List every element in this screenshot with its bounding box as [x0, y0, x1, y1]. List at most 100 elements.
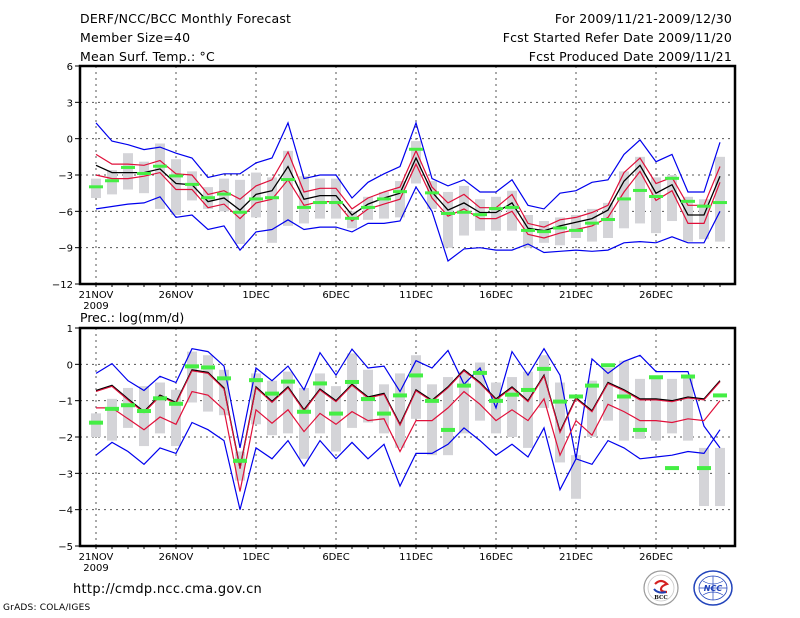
chart2-marker [233, 458, 247, 463]
chart1-marker [473, 213, 487, 217]
chart2-y-tick-label: −2 [58, 433, 73, 444]
chart2-x-tick-label: 21NOV [79, 552, 114, 563]
chart1-y-tick-label: −9 [58, 244, 73, 255]
chart1-y-tick-label: −6 [58, 207, 73, 218]
chart1-marker [601, 218, 615, 222]
chart2-range-box [667, 378, 677, 434]
chart1-marker [233, 210, 247, 214]
chart1-range-box [379, 191, 389, 219]
chart2-range-box [571, 455, 581, 499]
chart2-max-line [95, 347, 721, 459]
chart2-year-label: 2009 [83, 563, 108, 574]
chart1-marker [265, 196, 279, 200]
chart1-marker [153, 164, 167, 168]
chart1-x-tick-label: 6DEC [322, 290, 349, 301]
chart1-range-box [91, 178, 101, 199]
chart2-range-box [475, 362, 485, 421]
chart2-marker [585, 383, 599, 388]
chart1-marker [569, 228, 583, 232]
chart2-min-line [95, 421, 721, 510]
chart2-marker [217, 376, 231, 381]
chart1-marker [185, 182, 199, 186]
grads-credit: GrADS: COLA/IGES [3, 603, 91, 613]
chart1-marker [121, 165, 135, 169]
chart2-marker [137, 409, 151, 414]
chart2-marker [361, 397, 375, 402]
chart2-range-box [139, 386, 149, 447]
chart1-range-box [715, 156, 725, 242]
chart1-y-tick-label: 0 [67, 135, 73, 146]
chart1-marker [281, 178, 295, 182]
chart1-range-box [459, 185, 469, 236]
chart1-range-box [171, 159, 181, 215]
chart1-y-tick-label: −3 [58, 171, 73, 182]
chart1-range-box [699, 199, 709, 240]
chart1-marker [537, 230, 551, 234]
chart1-marker [649, 195, 663, 198]
chart1-range-box [683, 196, 693, 242]
chart1-marker [713, 201, 727, 205]
chart2-range-box [539, 355, 549, 408]
chart1-marker [617, 197, 631, 201]
chart2-marker [377, 411, 391, 416]
chart2-range-box [555, 382, 565, 463]
chart2-marker [473, 370, 487, 375]
chart2-range-box [283, 371, 293, 434]
chart1-max-line [95, 120, 721, 210]
variable-label: Mean Surf. Temp.: °C [80, 49, 215, 64]
chart2-marker [697, 466, 711, 471]
chart2-marker [713, 393, 727, 398]
chart2-marker [329, 411, 343, 416]
source-url[interactable]: http://cmdp.ncc.cma.gov.cn [73, 582, 263, 597]
chart2-marker [89, 420, 103, 425]
chart1-range-box [411, 141, 421, 184]
chart1-range-box [107, 170, 117, 195]
chart1-x-tick-label: 26NOV [159, 290, 194, 301]
chart1-marker [297, 205, 311, 209]
chart2-range-box [619, 360, 629, 441]
chart2-marker [681, 374, 695, 379]
chart2-range-box [267, 380, 277, 436]
chart2-marker [553, 399, 567, 404]
chart1-x-tick-label: 1DEC [242, 290, 269, 301]
chart1-range-box [347, 211, 357, 229]
chart1-year-label: 2009 [83, 301, 108, 312]
chart1-marker [249, 197, 263, 201]
chart2-range-box [699, 447, 709, 507]
chart2-range-box [91, 413, 101, 437]
member-size-label: Member Size=40 [80, 30, 191, 45]
chart2-range-box [363, 369, 373, 423]
chart2-range-box [155, 382, 165, 434]
chart1-marker [201, 196, 215, 200]
chart1-marker [521, 228, 535, 232]
chart2-range-box [507, 377, 517, 437]
chart2-range-box [459, 371, 469, 434]
ncc-logo-text: NCC [704, 584, 723, 593]
chart1-range-box [123, 153, 133, 190]
chart1-marker [489, 207, 503, 211]
bcc-logo-text: BCC [654, 595, 668, 601]
chart1-marker [169, 174, 183, 178]
chart2-marker [521, 387, 535, 392]
forecast-period-label: For 2009/11/21-2009/12/30 [554, 11, 732, 26]
ncc-logo-icon: NCC [693, 570, 733, 606]
chart2-marker [441, 427, 455, 432]
chart1-marker [393, 190, 407, 194]
chart2-marker [169, 401, 183, 406]
chart2-range-box [443, 377, 453, 456]
chart1-marker [585, 221, 599, 225]
chart1-marker [457, 210, 471, 214]
chart1-range-box [267, 177, 277, 243]
chart2-marker [313, 381, 327, 386]
chart1-marker [665, 176, 679, 180]
chart1-range-box [139, 161, 149, 194]
chart1-marker [633, 188, 647, 192]
chart2-marker [153, 396, 167, 401]
chart2-range-box [331, 386, 341, 452]
chart1-range-box [187, 171, 197, 201]
chart1-mean-line [95, 156, 721, 232]
chart2-x-tick-label: 26DEC [639, 552, 673, 563]
chart1-range-box [155, 143, 165, 209]
chart2-marker [457, 383, 471, 388]
